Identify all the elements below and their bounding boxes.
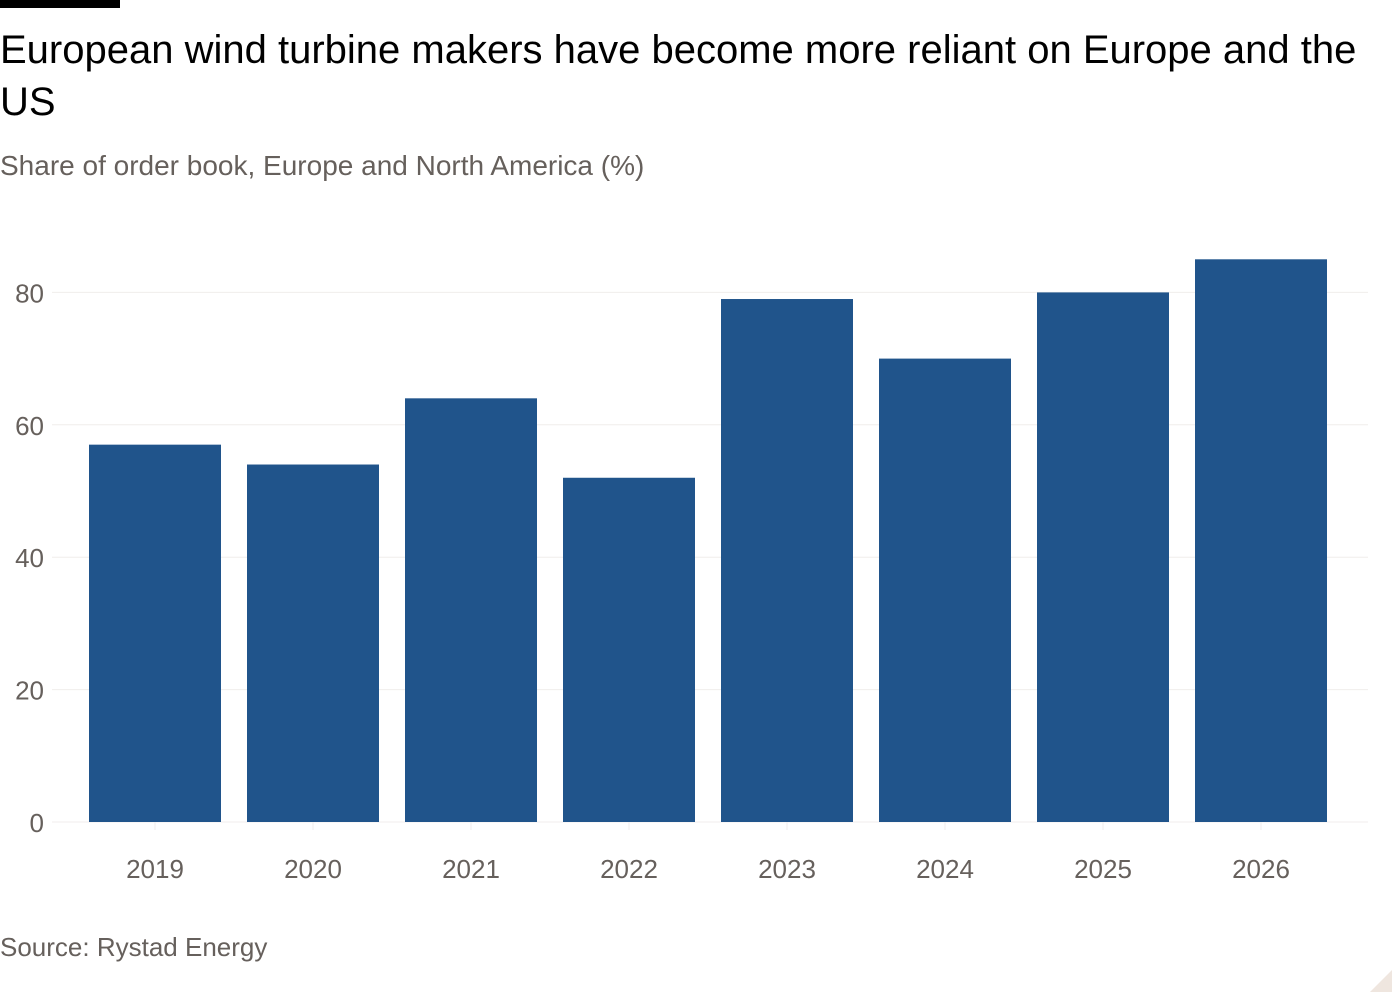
bar	[1195, 259, 1327, 822]
x-tick-label: 2021	[442, 854, 500, 884]
bar	[247, 464, 379, 822]
brand-bar	[0, 0, 120, 8]
y-tick-label: 80	[15, 278, 44, 308]
x-tick-label: 2023	[758, 854, 816, 884]
bar-chart: 0 20 40 60 80 2019 2020 2021 2022 2023 2024 2025 202…	[15, 259, 1368, 884]
bar	[1037, 292, 1169, 822]
source-note: Source: Rystad Energy	[0, 932, 268, 962]
y-tick-label: 0	[30, 808, 44, 838]
bar	[89, 444, 221, 822]
x-tick-label: 2022	[600, 854, 658, 884]
bar	[879, 358, 1011, 822]
bar	[563, 477, 695, 822]
x-tick-label: 2024	[916, 854, 974, 884]
chart-title: European wind turbine makers have become…	[0, 28, 1357, 124]
bar	[721, 299, 853, 822]
y-tick-label: 60	[15, 411, 44, 441]
x-tick-label: 2025	[1074, 854, 1132, 884]
y-tick-label: 40	[15, 543, 44, 573]
x-tick-label: 2020	[284, 854, 342, 884]
y-tick-label: 20	[15, 676, 44, 706]
x-tick-label: 2019	[126, 854, 184, 884]
x-tick-label: 2026	[1232, 854, 1290, 884]
bar	[405, 398, 537, 822]
resize-corner-icon	[1370, 970, 1392, 992]
chart-subtitle: Share of order book, Europe and North Am…	[0, 150, 645, 181]
